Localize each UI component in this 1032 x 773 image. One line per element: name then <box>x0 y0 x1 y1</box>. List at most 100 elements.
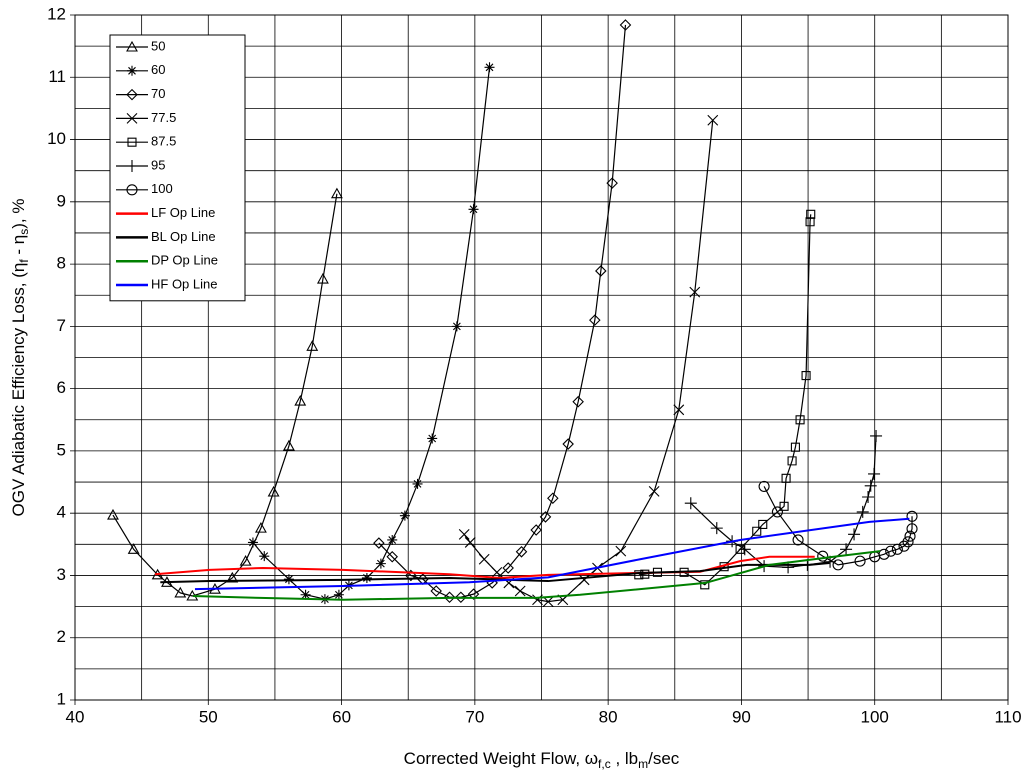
legend: 50 60 70 77.5 87.5 95 100 LF Op Line BL Op Line D… <box>109 34 246 302</box>
x-axis-label: Corrected Weight Flow, ωf,c , lbm/sec <box>404 749 680 771</box>
point-marker <box>430 585 442 597</box>
point-marker <box>648 485 660 497</box>
point-marker <box>640 569 650 579</box>
legend-marker <box>126 184 138 196</box>
series-line <box>463 120 714 603</box>
point-marker <box>673 404 685 416</box>
point-marker <box>848 528 861 541</box>
point-marker <box>532 594 543 606</box>
point-marker <box>226 571 239 583</box>
point-marker <box>817 550 829 562</box>
point-marker <box>174 586 187 598</box>
y-tick-label: 2 <box>57 627 66 646</box>
x-axis-label-subscript: f,c <box>598 757 611 771</box>
point-marker <box>787 456 797 466</box>
series-line <box>192 550 881 601</box>
x-tick-label: 40 <box>66 707 85 726</box>
point-marker <box>606 177 618 189</box>
point-marker <box>735 544 745 554</box>
point-marker <box>806 209 816 219</box>
point-marker <box>684 497 697 510</box>
x-axis-label-part: /sec <box>648 749 680 768</box>
point-marker <box>478 553 490 565</box>
point-marker <box>870 429 883 442</box>
y-tick-label: 3 <box>57 565 66 584</box>
point-marker <box>878 548 890 560</box>
point-marker <box>267 485 280 497</box>
point-marker <box>375 558 386 569</box>
point-marker <box>333 589 344 600</box>
point-marker <box>514 585 526 597</box>
x-axis-label-part: Corrected Weight Flow, ω <box>404 749 598 768</box>
point-marker <box>906 510 918 522</box>
point-marker <box>530 524 542 536</box>
point-marker <box>107 508 119 520</box>
point-marker <box>781 473 791 483</box>
point-marker <box>868 467 881 480</box>
point-marker <box>467 588 480 600</box>
point-marker <box>451 321 462 332</box>
point-marker <box>856 505 869 518</box>
point-marker <box>300 589 311 600</box>
series-line <box>763 486 913 566</box>
point-marker <box>595 265 607 277</box>
point-marker <box>700 580 710 590</box>
point-marker <box>752 526 762 536</box>
point-marker <box>468 204 479 215</box>
y-axis-label-part: OGV Adiabatic Efficiency Loss, (η <box>9 263 28 517</box>
series-line <box>378 24 627 598</box>
y-tick-label: 12 <box>47 4 66 23</box>
point-marker <box>306 340 319 351</box>
legend-label: 50 <box>151 38 165 53</box>
y-axis-label-subscript: f <box>17 259 31 263</box>
point-marker <box>127 543 140 554</box>
point-marker <box>515 546 528 558</box>
point-marker <box>562 438 574 450</box>
point-marker <box>904 530 916 542</box>
point-marker <box>386 550 398 563</box>
point-marker <box>259 551 270 562</box>
y-axis-label-subscript: s <box>17 229 31 235</box>
series-line <box>160 562 830 584</box>
legend-label: HF Op Line <box>151 276 217 291</box>
y-axis-label-part: - η <box>9 235 28 260</box>
point-marker <box>373 537 385 549</box>
point-marker <box>502 562 514 574</box>
legend-label: BL Op Line <box>151 229 216 244</box>
legend-label: 95 <box>151 157 165 172</box>
x-axis-label-part: , lb <box>611 749 638 768</box>
point-marker <box>710 522 723 535</box>
point-marker <box>578 574 590 586</box>
series-line <box>690 435 877 568</box>
legend-marker <box>126 160 138 172</box>
point-marker <box>634 570 644 580</box>
point-marker <box>491 566 503 578</box>
series-line <box>638 214 812 586</box>
legend-marker <box>126 113 138 124</box>
x-tick-label: 70 <box>465 707 484 726</box>
legend-label: 87.5 <box>151 134 176 149</box>
point-marker <box>832 559 844 571</box>
y-tick-label: 8 <box>57 254 66 273</box>
point-marker <box>455 591 467 604</box>
point-marker <box>795 415 805 425</box>
legend-label: 77.5 <box>151 110 176 125</box>
point-marker <box>282 439 295 451</box>
point-marker <box>738 543 751 556</box>
point-marker <box>792 534 804 546</box>
point-marker <box>294 394 307 406</box>
x-axis-label-subscript: m <box>638 757 648 771</box>
point-marker <box>679 567 689 577</box>
point-marker <box>840 543 853 556</box>
point-marker <box>484 62 495 73</box>
y-tick-label: 10 <box>47 129 66 148</box>
legend-label: 60 <box>151 62 165 77</box>
point-marker <box>547 492 559 505</box>
point-marker <box>254 521 267 533</box>
legend-label: DP Op Line <box>151 253 218 268</box>
x-tick-label: 50 <box>199 707 218 726</box>
point-marker <box>689 286 701 298</box>
point-marker <box>619 19 632 31</box>
point-marker <box>539 511 552 523</box>
